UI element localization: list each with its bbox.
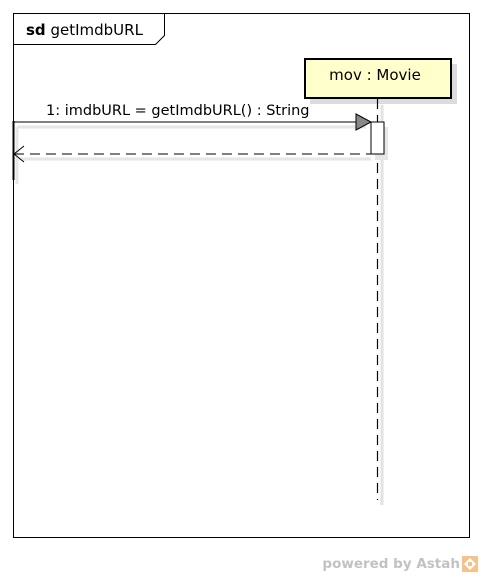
frame-title-tab	[13, 13, 165, 45]
powered-by-text: powered by Astah	[322, 556, 460, 572]
lifeline-head[interactable]	[304, 58, 452, 99]
activation-bar[interactable]	[370, 121, 385, 155]
message-label: 1: imdbURL = getImdbURL() : String	[46, 103, 310, 119]
astah-logo-icon	[462, 556, 478, 572]
reply-arrowhead	[13, 145, 25, 163]
lifeline-label: mov : Movie	[329, 66, 421, 84]
footer: powered by Astah	[322, 554, 478, 574]
frame-title: sd getImdbURL	[26, 21, 144, 39]
message-arrowhead	[355, 113, 373, 131]
